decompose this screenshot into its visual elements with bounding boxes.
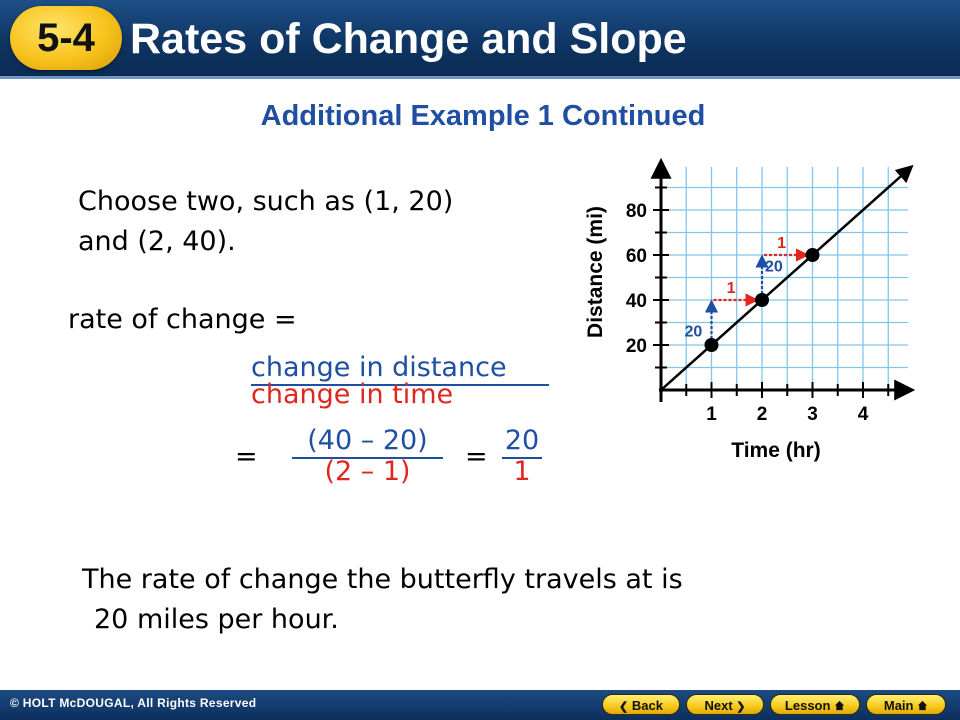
choose-line-1: Choose two, such as (1, 20) <box>78 186 454 217</box>
x-tick-label: 2 <box>757 404 768 425</box>
next-button[interactable]: Next ❯ <box>686 694 764 715</box>
run-label: 1 <box>777 235 786 252</box>
graph-axes <box>650 157 916 402</box>
fraction-numerator-result: 20 <box>502 425 542 459</box>
back-label: Back <box>631 698 663 713</box>
y-tick-label: 40 <box>626 291 647 312</box>
home-icon <box>834 700 845 711</box>
lesson-button[interactable]: Lesson <box>770 694 860 715</box>
conclusion-text: The rate of change the butterfly travels… <box>82 560 683 640</box>
home-icon <box>918 700 928 711</box>
data-point <box>755 293 769 307</box>
choose-points-text: Choose two, such as (1, 20) and (2, 40). <box>78 182 453 262</box>
back-button[interactable]: ❮ Back <box>602 694 680 715</box>
conclusion-line-1: The rate of change the butterfly travels… <box>82 564 683 595</box>
lesson-number: 5-4 <box>37 16 95 60</box>
data-point <box>704 338 719 352</box>
header-divider <box>0 76 960 79</box>
fraction-numerator-difference: (40 – 20) <box>292 425 443 459</box>
rate-of-change-label: rate of change = <box>68 304 297 335</box>
data-point <box>805 248 820 262</box>
next-label: Next <box>704 698 733 713</box>
rise-label: 20 <box>765 259 783 276</box>
choose-line-2: and (2, 40). <box>78 226 236 257</box>
fraction-denominator-time: change in time <box>251 379 454 410</box>
x-tick-label: 1 <box>706 404 717 425</box>
main-label: Main <box>883 698 914 713</box>
y-tick-label: 80 <box>626 201 647 222</box>
distance-time-graph: 20 40 60 80 1 2 3 4 20 1 20 1 Distance (mi) Time (… <box>584 157 916 462</box>
fraction-denominator-difference: (2 – 1) <box>324 456 411 487</box>
graph-marks: 20 1 20 1 <box>660 164 914 391</box>
equals-sign-1: = <box>235 441 258 472</box>
lesson-label: Lesson <box>784 698 831 713</box>
x-tick-label: 4 <box>858 404 869 425</box>
y-tick-label: 20 <box>626 336 647 357</box>
y-axis-label: Distance (mi) <box>584 206 607 338</box>
copyright-text: © HOLT McDOUGAL, All Rights Reserved <box>10 696 257 710</box>
main-button[interactable]: Main <box>866 694 946 715</box>
x-axis-label: Time (hr) <box>731 439 820 462</box>
chevron-right-icon: ❯ <box>736 701 746 713</box>
conclusion-line-2: 20 miles per hour. <box>94 604 339 635</box>
y-tick-label: 60 <box>626 246 647 267</box>
fraction-denominator-result: 1 <box>513 456 531 487</box>
lesson-badge: 5-4 <box>10 6 122 70</box>
fraction-numerator-distance: change in distance <box>251 352 549 386</box>
x-tick-label: 3 <box>807 404 818 425</box>
data-line <box>660 164 914 391</box>
equals-sign-2: = <box>465 441 488 472</box>
chevron-left-icon: ❮ <box>619 701 629 713</box>
rise-label: 20 <box>685 324 703 341</box>
page-title: Rates of Change and Slope <box>130 15 687 63</box>
graph-ticks: 20 40 60 80 1 2 3 4 <box>626 186 890 425</box>
example-subtitle: Additional Example 1 Continued <box>260 100 706 132</box>
header-bar <box>0 0 960 78</box>
run-label: 1 <box>727 280 736 297</box>
